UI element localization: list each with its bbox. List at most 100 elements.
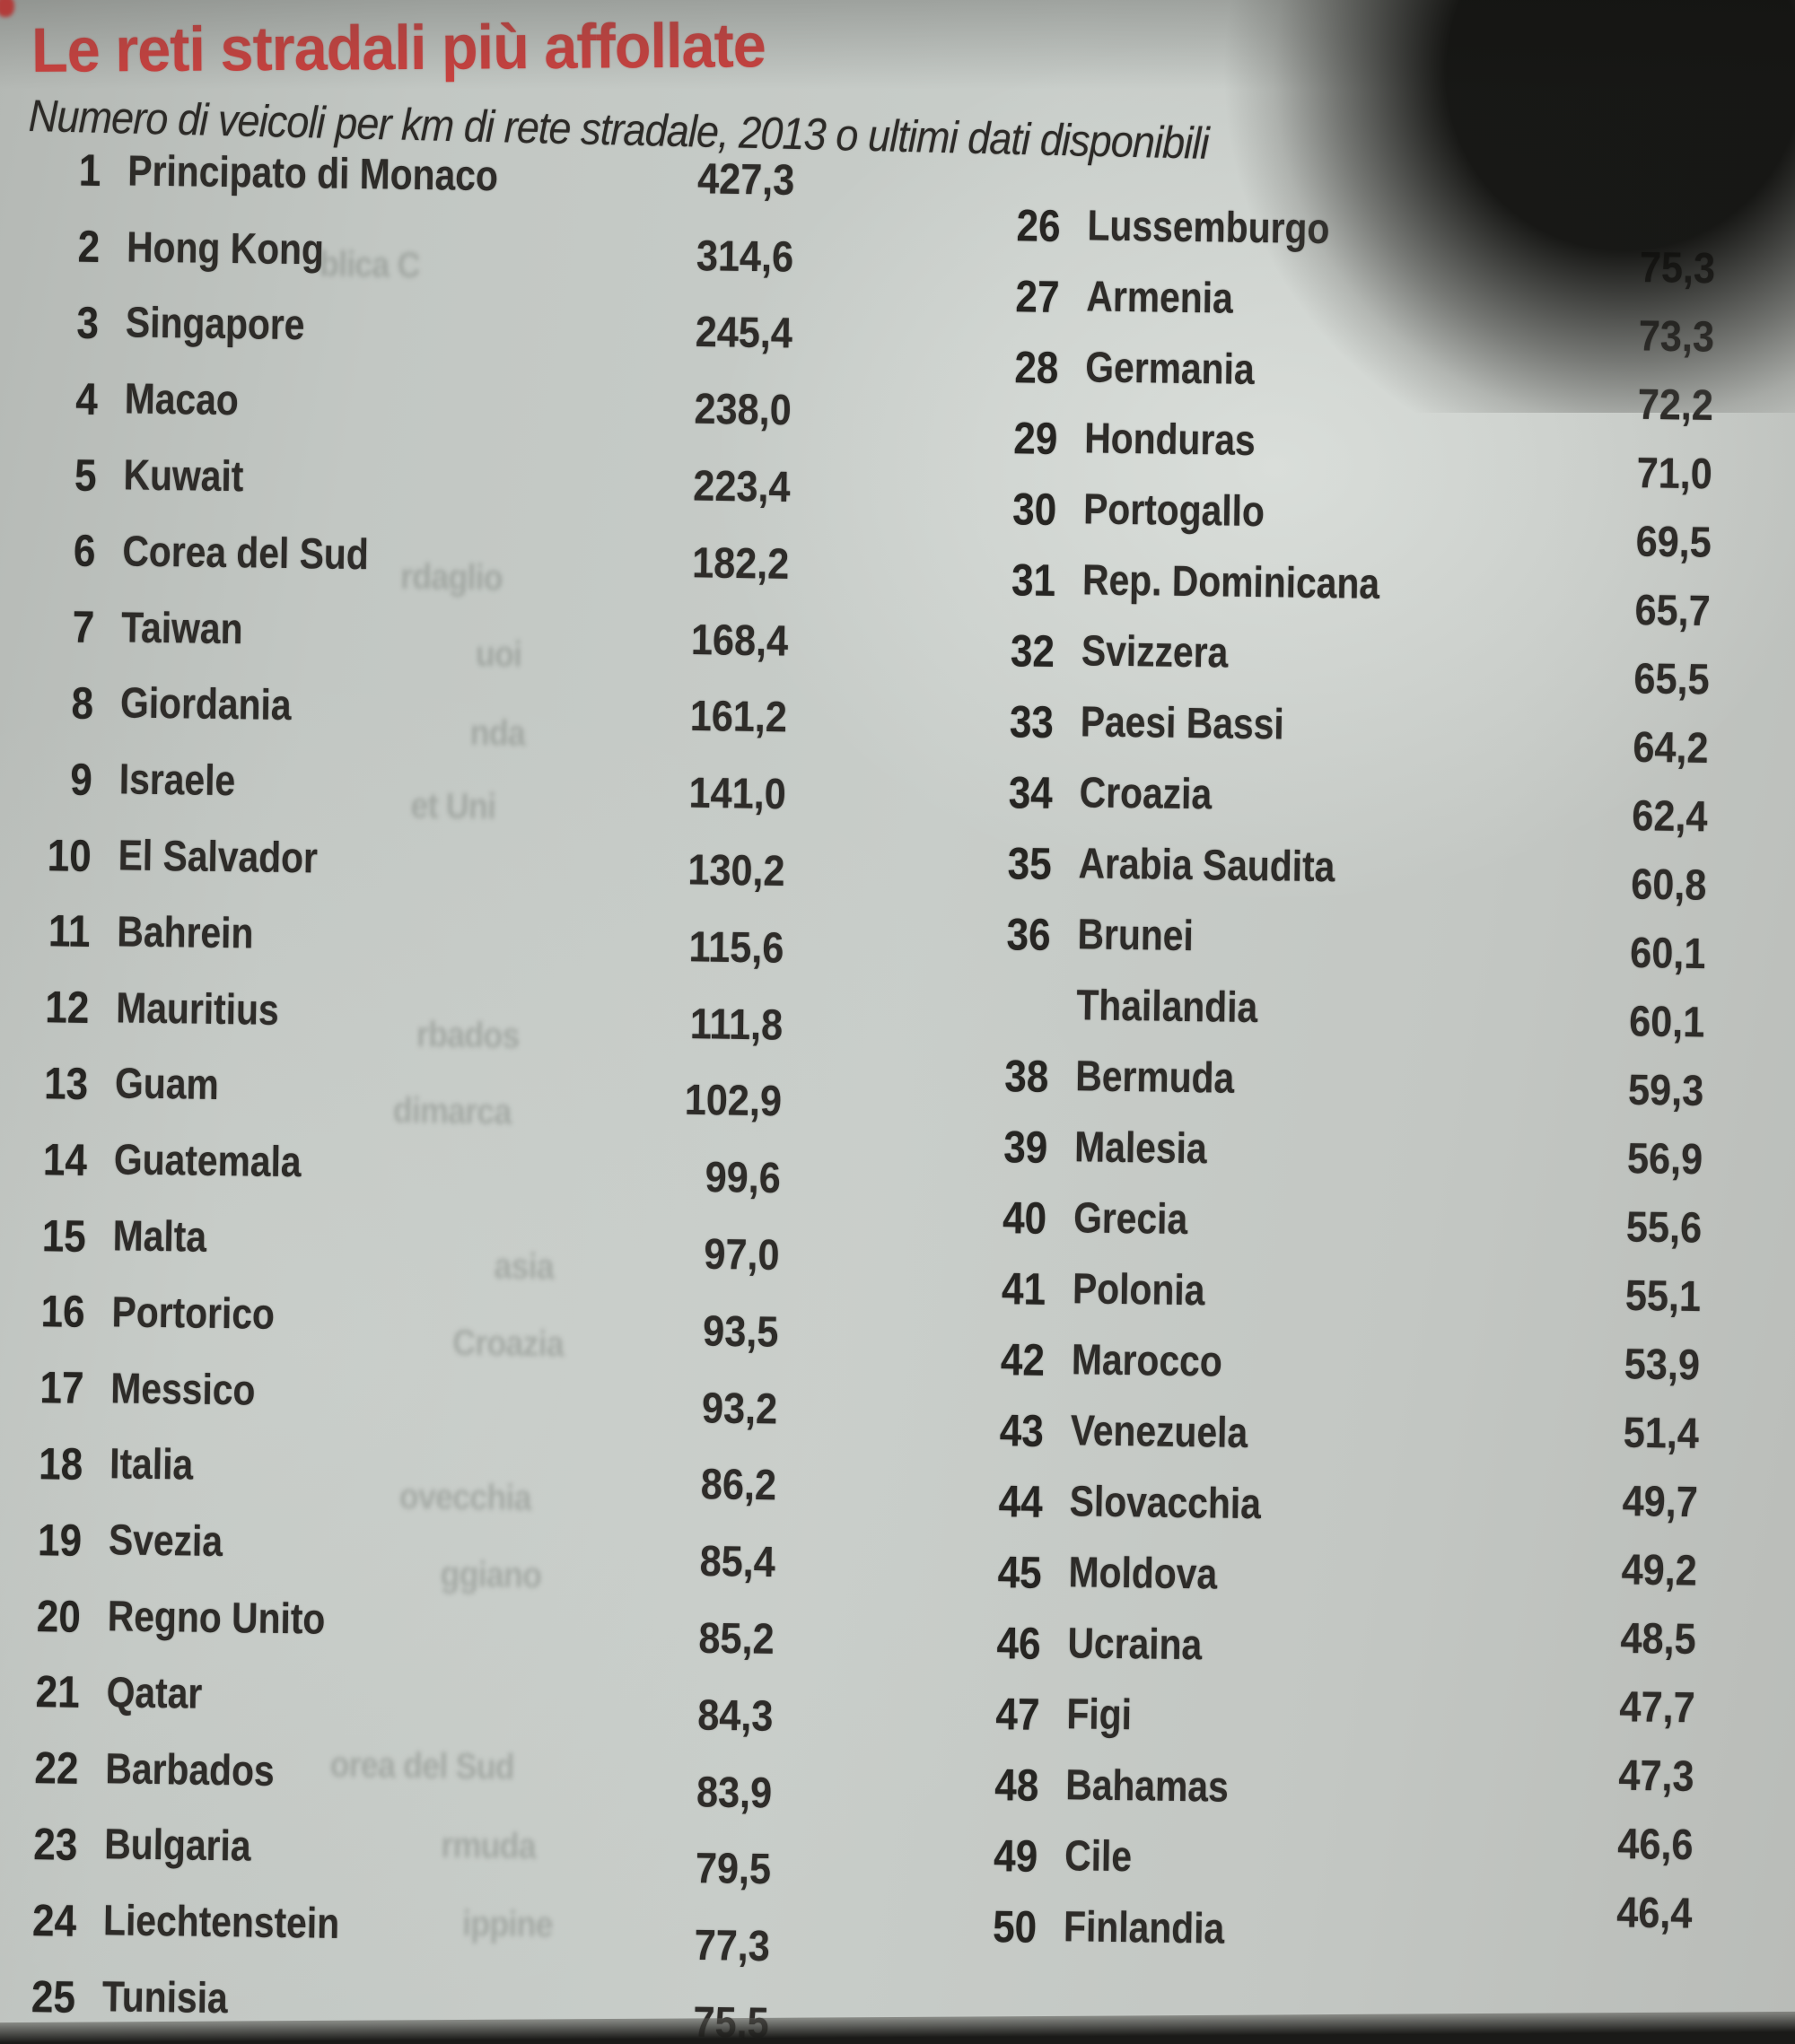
rank-cell: 19: [37, 1514, 83, 1566]
rank-cell: 26: [1016, 199, 1061, 251]
rank-cell: 17: [39, 1362, 84, 1414]
table-row: 41 Polonia 55,1: [974, 1253, 1702, 1333]
rank-cell: 22: [34, 1743, 79, 1794]
country-cell: Grecia: [1073, 1194, 1188, 1245]
value-cell: 427,3: [696, 155, 795, 205]
value-cell: 55,6: [1625, 1203, 1703, 1253]
value-cell: 115,6: [688, 923, 784, 973]
ghost-showthrough-text: ggiano: [440, 1554, 542, 1596]
rank-cell: 9: [70, 754, 93, 805]
value-cell: 182,2: [691, 539, 790, 589]
value-cell: 47,3: [1618, 1751, 1694, 1801]
ghost-showthrough-text: blica C: [319, 244, 420, 285]
rank-cell: 33: [1009, 695, 1055, 747]
rank-cell: 4: [74, 373, 99, 424]
value-cell: 245,4: [695, 309, 793, 358]
rank-cell: 20: [36, 1590, 82, 1642]
country-cell: Kuwait: [123, 451, 244, 502]
table-row: 38 Bermuda 59,3: [976, 1040, 1704, 1121]
country-cell: Qatar: [106, 1669, 203, 1718]
value-cell: 60,1: [1628, 998, 1705, 1047]
value-cell: 47,7: [1619, 1683, 1695, 1733]
table-row: 5 Kuwait 223,4: [24, 436, 791, 523]
rank-cell: 32: [1010, 625, 1055, 677]
table-row: 19 Svezia 85,4: [9, 1501, 775, 1588]
rank-cell: 28: [1014, 341, 1059, 393]
table-row: 17 Messico 93,2: [12, 1350, 778, 1437]
ghost-showthrough-text: dimarca: [392, 1090, 512, 1132]
country-cell: Malesia: [1073, 1123, 1208, 1174]
rank-cell: 36: [1006, 908, 1051, 960]
value-cell: 60,8: [1630, 860, 1707, 910]
table-row: 15 Malta 97,0: [13, 1197, 780, 1284]
rank-cell: 12: [44, 982, 90, 1034]
country-cell: Principato di Monaco: [127, 147, 499, 201]
value-cell: 223,4: [693, 462, 791, 512]
table-row: 42 Marocco 53,9: [972, 1323, 1701, 1404]
value-cell: 86,2: [700, 1461, 777, 1510]
value-cell: 51,4: [1623, 1409, 1700, 1458]
value-cell: 99,6: [705, 1154, 782, 1203]
rank-cell: 8: [71, 677, 94, 729]
value-cell: 102,9: [684, 1077, 783, 1126]
rank-cell: 16: [40, 1286, 85, 1338]
table-row: 18 Italia 86,2: [11, 1425, 777, 1512]
value-cell: 111,8: [689, 1000, 784, 1050]
rank-cell: 43: [999, 1404, 1045, 1456]
rank-cell: 41: [1001, 1262, 1046, 1315]
rank-cell: 27: [1015, 270, 1060, 322]
rank-cell: 7: [72, 601, 95, 653]
ghost-showthrough-text: rmuda: [441, 1825, 537, 1866]
value-cell: 64,2: [1633, 723, 1709, 773]
ghost-showthrough-text: ippine: [461, 1903, 554, 1945]
rank-cell: 39: [1003, 1121, 1048, 1173]
value-cell: 53,9: [1624, 1341, 1701, 1390]
value-cell: 49,7: [1622, 1478, 1699, 1527]
table-row: 7 Taiwan 168,4: [22, 589, 789, 676]
table-row: 10 El Salvador 130,2: [19, 817, 785, 904]
value-cell: 85,4: [699, 1538, 776, 1587]
value-cell: 59,3: [1627, 1066, 1704, 1115]
table-row: 47 Figi 47,7: [968, 1678, 1695, 1759]
country-cell: El Salvador: [118, 832, 319, 883]
value-cell: 56,9: [1626, 1135, 1703, 1184]
table-row: 3 Singapore 245,4: [26, 284, 792, 371]
country-cell: Regno Unito: [107, 1593, 326, 1644]
country-cell: Bermuda: [1074, 1053, 1235, 1103]
table-row: 11 Bahrein 115,6: [18, 893, 784, 980]
ghost-showthrough-text: et Uni: [410, 785, 496, 827]
value-cell: 85,2: [698, 1614, 775, 1664]
ghost-showthrough-text: rdaglio: [399, 556, 503, 598]
country-cell: Brunei: [1077, 911, 1195, 961]
rank-cell: 25: [31, 1970, 76, 2022]
table-row: 45 Moldova 49,2: [969, 1536, 1697, 1617]
ghost-showthrough-text: asia: [494, 1246, 555, 1288]
table-row: 48 Bahamas 47,3: [967, 1749, 1694, 1830]
value-cell: 60,1: [1629, 929, 1706, 979]
table-row: Thailandia 60,1: [977, 969, 1705, 1050]
value-cell: 83,9: [696, 1768, 773, 1818]
rank-cell: 21: [35, 1666, 81, 1718]
value-cell: 93,2: [701, 1384, 778, 1434]
country-cell: Svizzera: [1081, 627, 1229, 677]
country-cell: Rep. Dominicana: [1081, 556, 1380, 608]
rank-cell: 46: [996, 1617, 1041, 1669]
value-cell: 141,0: [688, 769, 787, 819]
rank-cell: 1: [78, 145, 101, 197]
rank-cell: 2: [77, 221, 101, 273]
value-cell: 46,6: [1617, 1821, 1694, 1870]
red-corner-fragment: [0, 0, 14, 17]
value-cell: 69,5: [1635, 518, 1712, 567]
table-row: 1 Principato di Monaco 427,3: [29, 132, 795, 219]
rank-cell: 42: [1000, 1333, 1046, 1385]
country-cell: Figi: [1066, 1690, 1133, 1740]
country-cell: Finlandia: [1063, 1903, 1225, 1953]
value-cell: 161,2: [689, 693, 788, 742]
rank-cell: 14: [42, 1133, 88, 1185]
value-cell: 130,2: [687, 846, 785, 896]
table-row: 20 Regno Unito 85,2: [8, 1577, 775, 1664]
rank-cell: 11: [48, 905, 91, 957]
table-row: 9 Israele 141,0: [20, 740, 786, 827]
table-row: 24 Liechtenstein 77,3: [4, 1882, 771, 1970]
